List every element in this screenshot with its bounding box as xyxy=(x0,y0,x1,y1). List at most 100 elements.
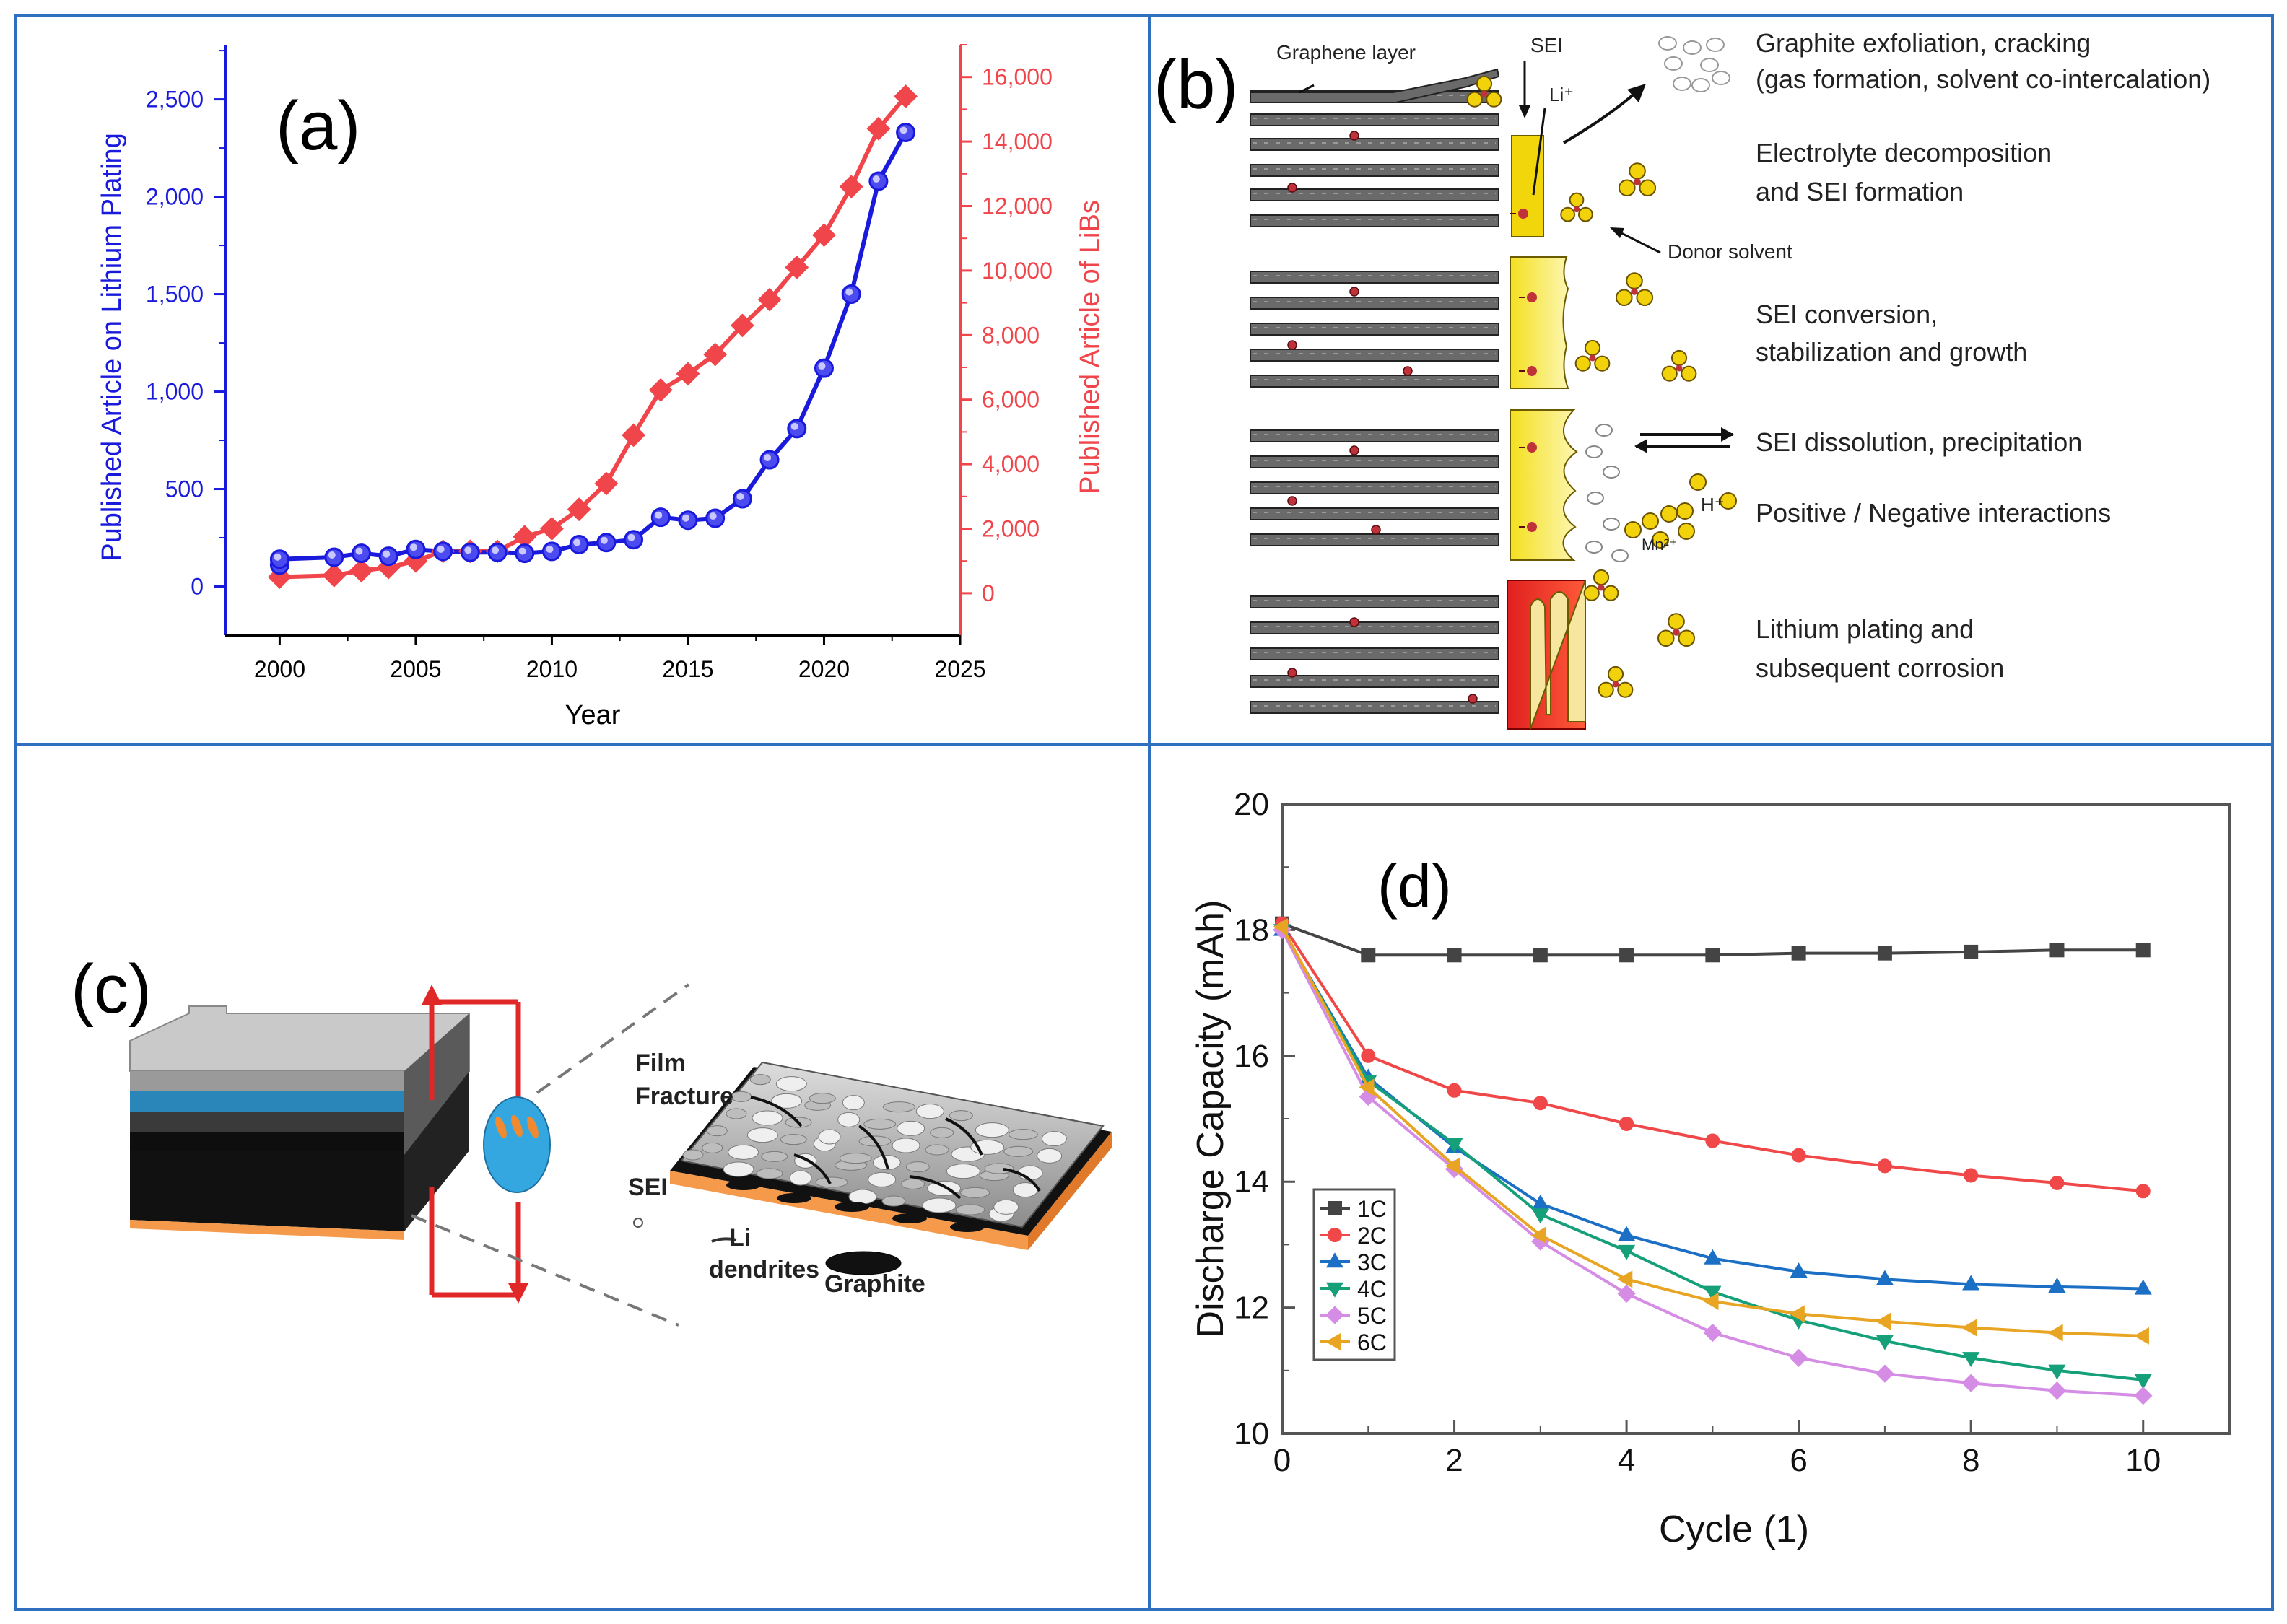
step-1-line1: Graphite exfoliation, cracking xyxy=(1756,28,2091,58)
panel-a-label: (a) xyxy=(276,87,360,165)
plating-point-highlight xyxy=(355,547,363,555)
surface-grain xyxy=(975,1122,1009,1138)
surface-grain xyxy=(780,1134,807,1145)
plating-point-highlight xyxy=(464,546,472,554)
panel-c-label: (c) xyxy=(71,951,152,1028)
panel-d: 0 2 4 6 8 10 10 12 14 16 18 20 Cycle (1) Discharge Ca… xyxy=(1190,787,2231,1550)
surface-grain xyxy=(775,1076,807,1092)
y2-tick-label: 10,000 xyxy=(982,258,1053,284)
plating-point-highlight xyxy=(818,362,826,370)
series-5C-point xyxy=(1617,1284,1636,1304)
panel-d-border xyxy=(1148,743,2274,1611)
solvent-molecule xyxy=(1661,349,1697,382)
precipitate xyxy=(1595,424,1613,437)
sei-pointer-head xyxy=(1519,105,1530,118)
y-axis-title: Discharge Capacity (mAh) xyxy=(1190,900,1232,1338)
graphene-layer xyxy=(1250,188,1499,201)
series-1C-point xyxy=(1877,946,1892,961)
step-1-line2: (gas formation, solvent co-intercalation… xyxy=(1756,64,2210,94)
solvent-atom xyxy=(1668,613,1685,630)
gas-bubble xyxy=(1664,56,1683,71)
sei-legend-label: SEI xyxy=(628,1174,668,1201)
series-3C-point xyxy=(1962,1275,1980,1291)
ion-ball xyxy=(1689,473,1707,491)
plating-point-highlight xyxy=(328,551,336,559)
step-2-line2: and SEI formation xyxy=(1756,177,1964,206)
series-2C-line xyxy=(1281,922,2143,1193)
series-2C-point xyxy=(2049,1175,2065,1190)
solvent-atom xyxy=(1598,681,1614,698)
ion-ball xyxy=(1652,531,1669,549)
step-3-line1: SEI conversion, xyxy=(1756,300,1938,329)
solvent-atom xyxy=(1661,365,1678,382)
solvent-molecule xyxy=(1615,272,1654,307)
zoom-line-upper xyxy=(536,983,690,1094)
series-2C-point xyxy=(1964,1168,1979,1183)
circuit-arrow-up xyxy=(422,985,442,1005)
plating-point-highlight xyxy=(764,454,772,462)
graphene-layer xyxy=(1250,647,1499,660)
cell-layer-blue xyxy=(130,1091,469,1112)
y-tick-label: 1,500 xyxy=(146,281,204,307)
series-1C-point xyxy=(1619,948,1634,963)
series-3C-point xyxy=(2048,1278,2066,1293)
series-4C-point xyxy=(1704,1285,1722,1301)
graphene-pointer xyxy=(1299,84,1315,94)
x-tick-label: 2020 xyxy=(798,656,850,682)
graphene-layer xyxy=(1250,297,1499,310)
surface-grain xyxy=(842,1095,865,1111)
solvent-molecule xyxy=(1583,569,1619,601)
solvent-atom xyxy=(1486,91,1502,108)
sei-li-atom xyxy=(1527,442,1537,453)
solvent-atom xyxy=(1466,91,1483,108)
plating-point-highlight xyxy=(409,543,417,551)
series-4C-point xyxy=(1876,1335,1894,1350)
y-tick-label: 500 xyxy=(165,476,204,502)
series-2C-point xyxy=(1447,1083,1462,1098)
panel-d-label: (d) xyxy=(1377,852,1452,920)
plating-point-highlight xyxy=(546,545,554,553)
film-crack xyxy=(1003,1168,1041,1192)
x-tick-label: 2025 xyxy=(934,656,985,682)
y-tick-label: 16 xyxy=(1234,1039,1269,1074)
y-tick-label: 18 xyxy=(1234,912,1269,948)
y2-axis-title: Published Article of LiBs xyxy=(1075,200,1105,494)
graphite-legend-label: Graphite xyxy=(824,1270,925,1298)
surface-grain xyxy=(1037,1148,1063,1164)
graphene-layer xyxy=(1250,533,1499,546)
sei-li-atom xyxy=(1527,292,1537,302)
solvent-atom xyxy=(1639,179,1657,197)
precipitate xyxy=(1611,549,1629,562)
plating-point-highlight xyxy=(518,547,526,555)
lithium-atom xyxy=(1349,287,1359,297)
solvent-atom xyxy=(1594,355,1611,372)
series-1C-point xyxy=(1447,948,1462,963)
series-6C-point xyxy=(1531,1226,1547,1244)
surface-grain xyxy=(946,1164,980,1179)
series-4C-point xyxy=(2048,1364,2066,1380)
solvent-atom xyxy=(1607,665,1624,683)
ion-ball xyxy=(1676,502,1694,520)
surface-grain xyxy=(752,1110,783,1126)
series-4C-point xyxy=(1445,1138,1463,1153)
legend-marker xyxy=(1325,1332,1341,1351)
circuit-arrow-down-2 xyxy=(508,1283,528,1304)
legend-label: 6C xyxy=(1357,1330,1387,1355)
cell-degradation-diagram xyxy=(129,983,1112,1327)
y-tick-label: 10 xyxy=(1234,1416,1269,1451)
plating-point-highlight xyxy=(709,512,717,520)
x-tick-label: 2000 xyxy=(254,656,305,682)
surface-grain xyxy=(882,1101,915,1113)
process-steps: Graphite exfoliation, cracking (gas form… xyxy=(1756,28,2210,683)
series-5C-point xyxy=(2134,1387,2153,1405)
graphene-layer xyxy=(1250,455,1499,468)
chart-d: 0 2 4 6 8 10 10 12 14 16 18 20 Cycle (1) Discharge Ca… xyxy=(1190,787,2231,1550)
plating-point-highlight xyxy=(437,545,445,553)
surface-grain xyxy=(922,1197,957,1213)
series-1C-point xyxy=(1964,944,1979,959)
solvent-molecule xyxy=(1618,162,1657,197)
x-tick-label: 2 xyxy=(1445,1443,1463,1478)
series-2C-point xyxy=(1877,1158,1892,1174)
lithium-atom xyxy=(1349,445,1359,455)
solvent-atom xyxy=(1626,272,1643,289)
